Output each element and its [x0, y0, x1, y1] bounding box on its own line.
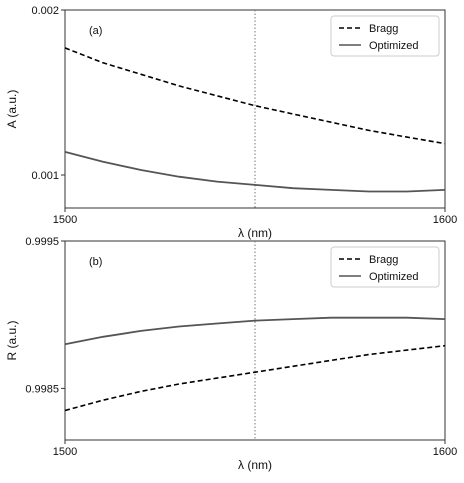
panel-b-series-bragg-line: [64, 344, 446, 412]
panel-b-y-tick-label: 0.9985: [25, 383, 59, 395]
panel-b-x-axis-label: λ (nm): [238, 458, 272, 472]
panel-a: 1500 1600 0.001 0.002 λ (nm) A (a.u.) (a) Bragg…: [5, 5, 457, 240]
panel-a-x-tick-label: 1500: [53, 214, 77, 226]
panel-a-y-axis-label: A (a.u.): [5, 90, 19, 129]
panel-a-series-bragg-line: [64, 47, 446, 145]
panel-b-y-axis-label: R (a.u.): [5, 320, 19, 360]
panel-a-legend-box: [330, 15, 440, 57]
panel-a-legend-label-optimized: Optimized: [369, 40, 419, 52]
panel-a-panel-tag: (a): [89, 25, 102, 37]
panel-b-legend-label-bragg: Bragg: [369, 254, 398, 266]
panel-b-panel-tag: (b): [89, 256, 102, 268]
panel-a-legend: Bragg Optimized: [330, 15, 440, 57]
panel-a-y-tick-label: 0.001: [31, 170, 59, 182]
panel-b-y-tick-label: 0.9995: [25, 236, 59, 248]
panel-b-x-tick-label: 1600: [433, 446, 457, 458]
panel-a-y-tick-label: 0.002: [31, 5, 59, 17]
panel-b-legend-label-optimized: Optimized: [369, 271, 419, 283]
panel-a-x-tick-label: 1600: [433, 214, 457, 226]
panel-b-series-optimized-line: [64, 316, 446, 346]
panel-b: 1500 1600 0.9985 0.9995 λ (nm) R (a.u.) (b) Bra…: [5, 236, 457, 472]
panel-b-legend: Bragg Optimized: [330, 246, 440, 288]
panel-a-x-axis-label: λ (nm): [238, 226, 272, 240]
panel-a-series-optimized-line: [64, 151, 446, 193]
panel-a-legend-label-bragg: Bragg: [369, 23, 398, 35]
panel-b-x-tick-label: 1500: [53, 446, 77, 458]
panel-b-legend-box: [330, 246, 440, 288]
